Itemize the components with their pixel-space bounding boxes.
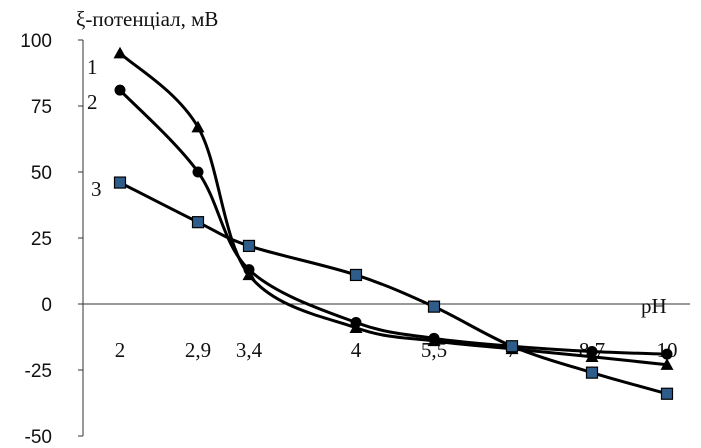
axes <box>78 39 690 437</box>
series-1-point <box>660 358 674 370</box>
series-labels: 1 2 3 <box>87 55 102 201</box>
series-3-point <box>660 387 674 400</box>
series-3-point <box>349 268 363 282</box>
series-3-point <box>242 239 256 253</box>
x-tick-label: 2 <box>115 338 126 362</box>
series-1-line <box>118 52 668 367</box>
series-3-point <box>585 366 599 379</box>
series-3-point <box>191 216 205 229</box>
series-markers <box>113 46 674 400</box>
x-tick-label: 3,4 <box>236 338 263 362</box>
series-1-label: 1 <box>87 55 98 79</box>
series-2-point <box>586 346 598 358</box>
series-2-point <box>192 166 204 178</box>
series-2-point <box>114 84 126 96</box>
series-3-point <box>113 176 127 189</box>
x-axis-title: pH <box>641 294 667 318</box>
x-tick-label: 2,9 <box>185 338 211 362</box>
x-tick-label: 4 <box>351 338 362 362</box>
series-2-point <box>243 264 255 276</box>
y-tick-label: 100 <box>20 31 52 52</box>
series-1-point <box>191 120 205 133</box>
y-axis-title: ξ-потенціал, мВ <box>76 7 218 31</box>
y-tick-label: 75 <box>31 97 52 118</box>
series-2-point <box>661 348 673 360</box>
y-tick-label: 0 <box>41 295 52 316</box>
y-tick-label: -50 <box>25 427 52 448</box>
y-tick-label: -25 <box>25 361 52 382</box>
series-3-label: 3 <box>91 177 102 201</box>
series-3-line <box>119 181 668 396</box>
series-2-point <box>350 316 362 328</box>
series-1-point <box>113 46 127 59</box>
y-tick-label: 50 <box>31 163 52 184</box>
series-2-label: 2 <box>87 90 98 114</box>
y-tick-label: 25 <box>31 229 52 250</box>
series-3-point <box>427 300 441 313</box>
series-2-point <box>428 332 440 344</box>
y-tick-labels: 100 75 50 25 0 -25 -50 <box>20 31 52 448</box>
series-3-point <box>505 340 519 353</box>
